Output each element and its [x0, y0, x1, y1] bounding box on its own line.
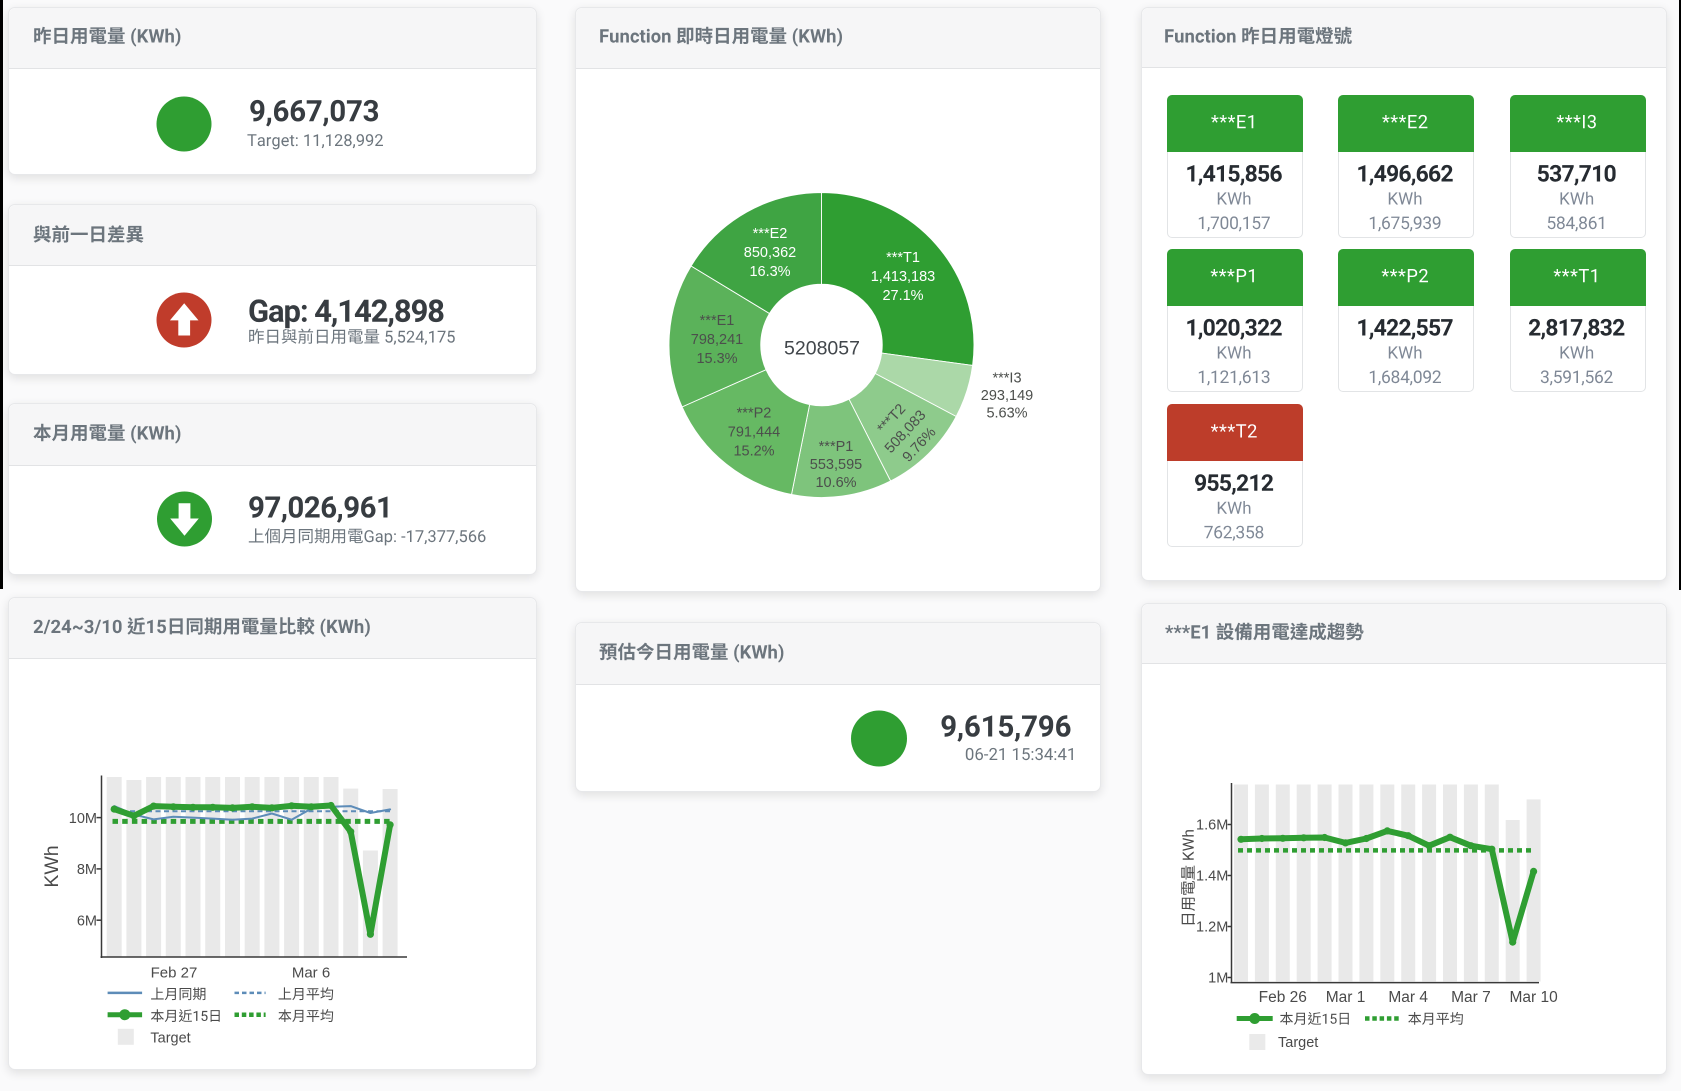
- svg-text:Feb 27: Feb 27: [151, 965, 198, 982]
- svg-text:Mar 6: Mar 6: [292, 965, 330, 982]
- svg-text:Mar 1: Mar 1: [1326, 989, 1366, 1006]
- svg-text:Mar 7: Mar 7: [1451, 989, 1491, 1006]
- svg-text:1.6M: 1.6M: [1196, 818, 1228, 834]
- svg-text:1M: 1M: [1208, 971, 1228, 987]
- svg-text:10M: 10M: [69, 811, 97, 827]
- svg-text:***T1: ***T1: [886, 250, 920, 266]
- svg-text:798,241: 798,241: [691, 332, 743, 348]
- svg-text:293,149: 293,149: [981, 388, 1033, 404]
- svg-text:***I3: ***I3: [992, 371, 1021, 387]
- svg-text:Target: Target: [1278, 1035, 1318, 1051]
- svg-text:Mar 4: Mar 4: [1388, 989, 1428, 1006]
- svg-text:***P1: ***P1: [819, 439, 854, 455]
- svg-text:Target: Target: [150, 1031, 190, 1047]
- svg-text:***E2: ***E2: [753, 226, 788, 242]
- svg-text:Feb 26: Feb 26: [1259, 989, 1307, 1006]
- svg-text:8M: 8M: [77, 862, 97, 878]
- svg-text:5208057: 5208057: [784, 338, 860, 360]
- svg-text:1,413,183: 1,413,183: [871, 269, 936, 285]
- svg-text:791,444: 791,444: [728, 425, 780, 441]
- svg-text:***E1: ***E1: [700, 313, 735, 329]
- svg-text:553,595: 553,595: [810, 457, 862, 473]
- svg-text:16.3%: 16.3%: [749, 264, 790, 280]
- svg-text:6M: 6M: [77, 913, 97, 929]
- svg-text:15.3%: 15.3%: [696, 351, 737, 367]
- svg-text:***P2: ***P2: [737, 406, 772, 422]
- svg-text:10.6%: 10.6%: [815, 475, 856, 491]
- svg-text:15.2%: 15.2%: [733, 444, 774, 460]
- svg-text:1.2M: 1.2M: [1196, 920, 1228, 936]
- svg-text:1.4M: 1.4M: [1196, 869, 1228, 885]
- svg-text:KWh: KWh: [41, 845, 63, 887]
- svg-text:27.1%: 27.1%: [882, 288, 923, 304]
- svg-text:5.63%: 5.63%: [986, 406, 1027, 422]
- svg-text:850,362: 850,362: [744, 245, 796, 261]
- svg-text:Mar 10: Mar 10: [1509, 989, 1558, 1006]
